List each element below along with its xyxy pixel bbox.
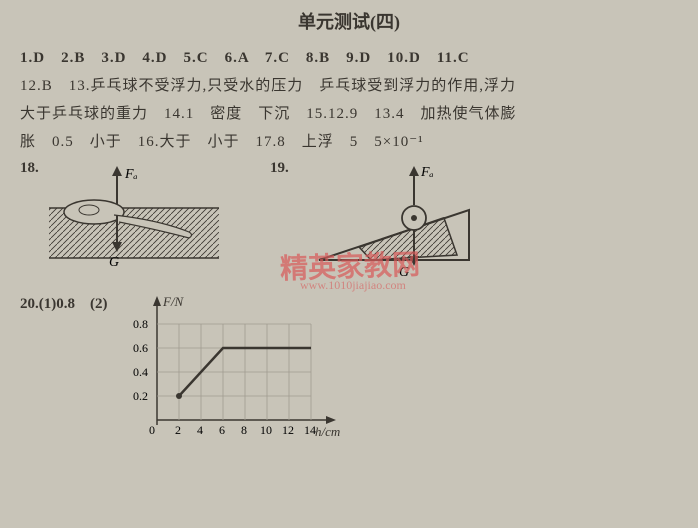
question-20: 20.(1)0.8 (2) F/N h/cm <box>20 288 678 448</box>
answers-line-2: 12.B 13.乒乓球不受浮力,只受水的压力 乒乓球受到浮力的作用,浮力 <box>20 72 678 100</box>
q18-F-label: Fₐ <box>124 167 138 182</box>
answers-line-3: 大于乒乓球的重力 14.1 密度 下沉 15.12.9 13.4 加热使气体膨 <box>20 100 678 128</box>
svg-text:12: 12 <box>282 423 294 437</box>
y-axis-label: F/N <box>162 294 185 309</box>
watermark-url: www.1010jiajiao.com <box>300 278 406 293</box>
svg-text:6: 6 <box>219 423 225 437</box>
svg-text:0.2: 0.2 <box>133 389 148 403</box>
answers-line-4: 胀 0.5 小于 16.大于 小于 17.8 上浮 5 5×10⁻¹ <box>20 128 678 156</box>
svg-text:0.4: 0.4 <box>133 365 148 379</box>
q18-G-label: G <box>109 255 119 270</box>
q18-number: 18. <box>20 160 39 270</box>
q19-F-label: Fₐ <box>420 165 434 180</box>
q18-figure: Fₐ G <box>39 160 229 270</box>
svg-text:10: 10 <box>260 423 272 437</box>
grid <box>157 324 311 420</box>
x-axis-label: h/cm <box>315 424 340 439</box>
svg-text:0.8: 0.8 <box>133 317 148 331</box>
q20-text: 20.(1)0.8 (2) <box>20 288 107 448</box>
svg-text:0: 0 <box>149 423 155 437</box>
q20-chart: F/N h/cm 0.2 0.4 0.6 <box>117 288 347 448</box>
svg-text:14: 14 <box>304 423 316 437</box>
svg-text:0.6: 0.6 <box>133 341 148 355</box>
page-title: 单元测试(四) <box>20 8 678 34</box>
diagram-18: 18. Fₐ <box>20 160 240 280</box>
svg-text:4: 4 <box>197 423 203 437</box>
svg-text:8: 8 <box>241 423 247 437</box>
svg-text:2: 2 <box>175 423 181 437</box>
answers-line-1: 1.D 2.B 3.D 4.D 5.C 6.A 7.C 8.B 9.D 10.D… <box>20 44 678 72</box>
